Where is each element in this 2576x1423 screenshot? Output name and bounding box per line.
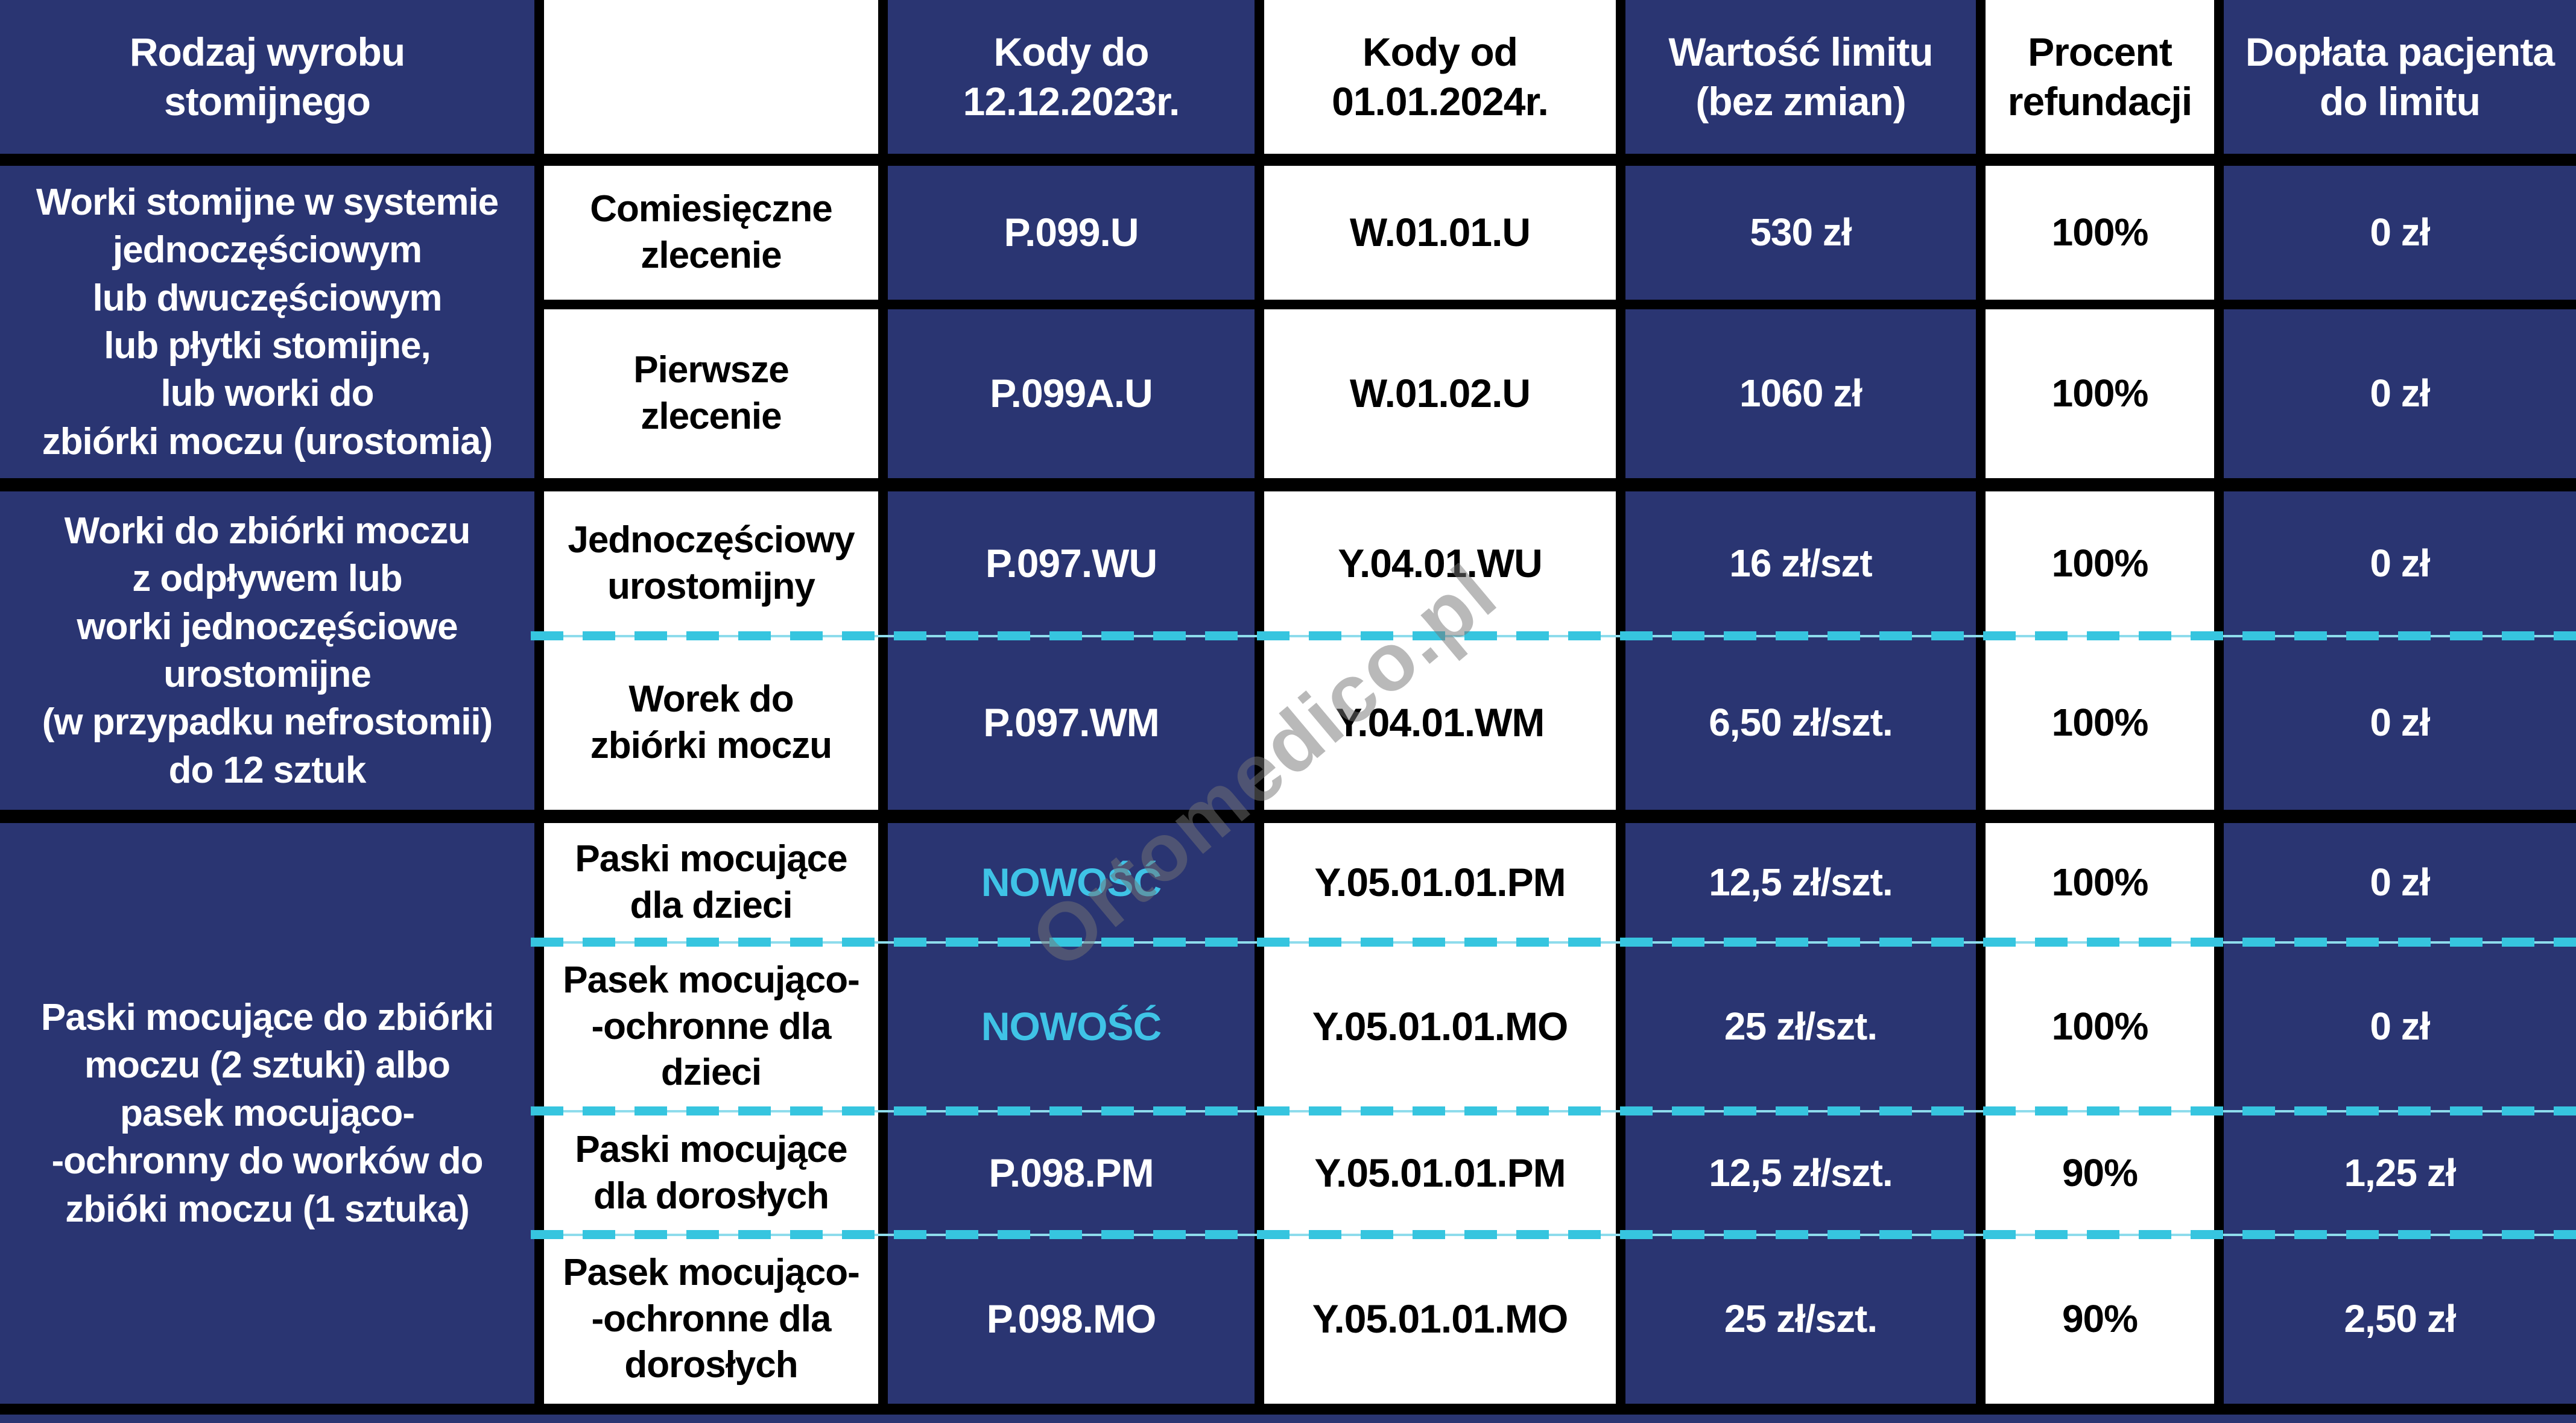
cell-code-old-new-badge: NOWOŚĆ bbox=[888, 942, 1255, 1111]
cell-code-new: Y.04.01.WM bbox=[1264, 636, 1616, 810]
cell-code-new: Y.05.01.01.MO bbox=[1264, 1235, 1616, 1404]
cell-subcategory: Pasek mocująco- -ochronne dla dorosłych bbox=[544, 1235, 878, 1404]
cell-copay: 1,25 zł bbox=[2224, 1111, 2576, 1235]
header-limit-value: Wartość limitu (bez zmian) bbox=[1625, 0, 1976, 154]
cell-limit: 1060 zł bbox=[1625, 300, 1976, 478]
cell-subcategory: Worek do zbiórki moczu bbox=[544, 636, 878, 810]
group-fixing-straps: Paski mocujące do zbiórki moczu (2 sztuk… bbox=[0, 810, 2576, 1415]
cell-refund: 100% bbox=[1986, 823, 2214, 942]
cell-subcategory: Jednoczęściowy urostomijny bbox=[544, 491, 878, 636]
header-refund-percent: Procent refundacji bbox=[1986, 0, 2214, 154]
header-codes-from: Kody od 01.01.2024r. bbox=[1264, 0, 1616, 154]
cell-refund: 100% bbox=[1986, 166, 2214, 300]
cell-refund: 100% bbox=[1986, 300, 2214, 478]
cell-code-old: P.099A.U bbox=[888, 300, 1255, 478]
group-stoma-bags: Worki stomijne w systemie jednoczęściowy… bbox=[0, 154, 2576, 478]
cell-refund: 90% bbox=[1986, 1235, 2214, 1404]
group-category-label: Paski mocujące do zbiórki moczu (2 sztuk… bbox=[0, 823, 534, 1404]
header-patient-copay: Dopłata pacjenta do limitu bbox=[2224, 0, 2576, 154]
cell-code-new: Y.05.01.01.MO bbox=[1264, 942, 1616, 1111]
cell-code-old: P.098.MO bbox=[888, 1235, 1255, 1404]
cell-code-new: Y.04.01.WU bbox=[1264, 491, 1616, 636]
cell-refund: 100% bbox=[1986, 942, 2214, 1111]
cell-copay: 2,50 zł bbox=[2224, 1235, 2576, 1404]
cell-limit: 12,5 zł/szt. bbox=[1625, 823, 1976, 942]
cell-copay: 0 zł bbox=[2224, 636, 2576, 810]
cell-copay: 0 zł bbox=[2224, 823, 2576, 942]
cell-limit: 6,50 zł/szt. bbox=[1625, 636, 1976, 810]
cell-refund: 90% bbox=[1986, 1111, 2214, 1235]
cell-code-old-new-badge: NOWOŚĆ bbox=[888, 823, 1255, 942]
cell-copay: 0 zł bbox=[2224, 942, 2576, 1111]
header-product-type: Rodzaj wyrobu stomijnego bbox=[0, 0, 534, 154]
header-empty bbox=[544, 0, 878, 154]
group-urine-bags: Worki do zbiórki moczu z odpływem lub wo… bbox=[0, 478, 2576, 810]
cell-refund: 100% bbox=[1986, 636, 2214, 810]
cell-copay: 0 zł bbox=[2224, 491, 2576, 636]
cell-code-old: P.097.WM bbox=[888, 636, 1255, 810]
header-codes-until: Kody do 12.12.2023r. bbox=[888, 0, 1255, 154]
cell-subcategory: Pasek mocująco- -ochronne dla dzieci bbox=[544, 942, 878, 1111]
cell-limit: 16 zł/szt bbox=[1625, 491, 1976, 636]
cell-limit: 530 zł bbox=[1625, 166, 1976, 300]
cell-code-old: P.099.U bbox=[888, 166, 1255, 300]
cell-subcategory: Pierwsze zlecenie bbox=[544, 300, 878, 478]
cell-code-old: P.098.PM bbox=[888, 1111, 1255, 1235]
table-header-row: Rodzaj wyrobu stomijnego Kody do 12.12.2… bbox=[0, 0, 2576, 154]
cell-code-new: W.01.01.U bbox=[1264, 166, 1616, 300]
cell-limit: 12,5 zł/szt. bbox=[1625, 1111, 1976, 1235]
cell-subcategory: Paski mocujące dla dzieci bbox=[544, 823, 878, 942]
group-category-label: Worki do zbiórki moczu z odpływem lub wo… bbox=[0, 491, 534, 810]
cell-code-new: W.01.02.U bbox=[1264, 300, 1616, 478]
cell-subcategory: Paski mocujące dla dorosłych bbox=[544, 1111, 878, 1235]
group-category-label: Worki stomijne w systemie jednoczęściowy… bbox=[0, 166, 534, 478]
cell-copay: 0 zł bbox=[2224, 300, 2576, 478]
cell-limit: 25 zł/szt. bbox=[1625, 1235, 1976, 1404]
cell-refund: 100% bbox=[1986, 491, 2214, 636]
cell-code-new: Y.05.01.01.PM bbox=[1264, 823, 1616, 942]
cell-limit: 25 zł/szt. bbox=[1625, 942, 1976, 1111]
cell-code-new: Y.05.01.01.PM bbox=[1264, 1111, 1616, 1235]
cell-copay: 0 zł bbox=[2224, 166, 2576, 300]
cell-code-old: P.097.WU bbox=[888, 491, 1255, 636]
cell-subcategory: Comiesięczne zlecenie bbox=[544, 166, 878, 300]
